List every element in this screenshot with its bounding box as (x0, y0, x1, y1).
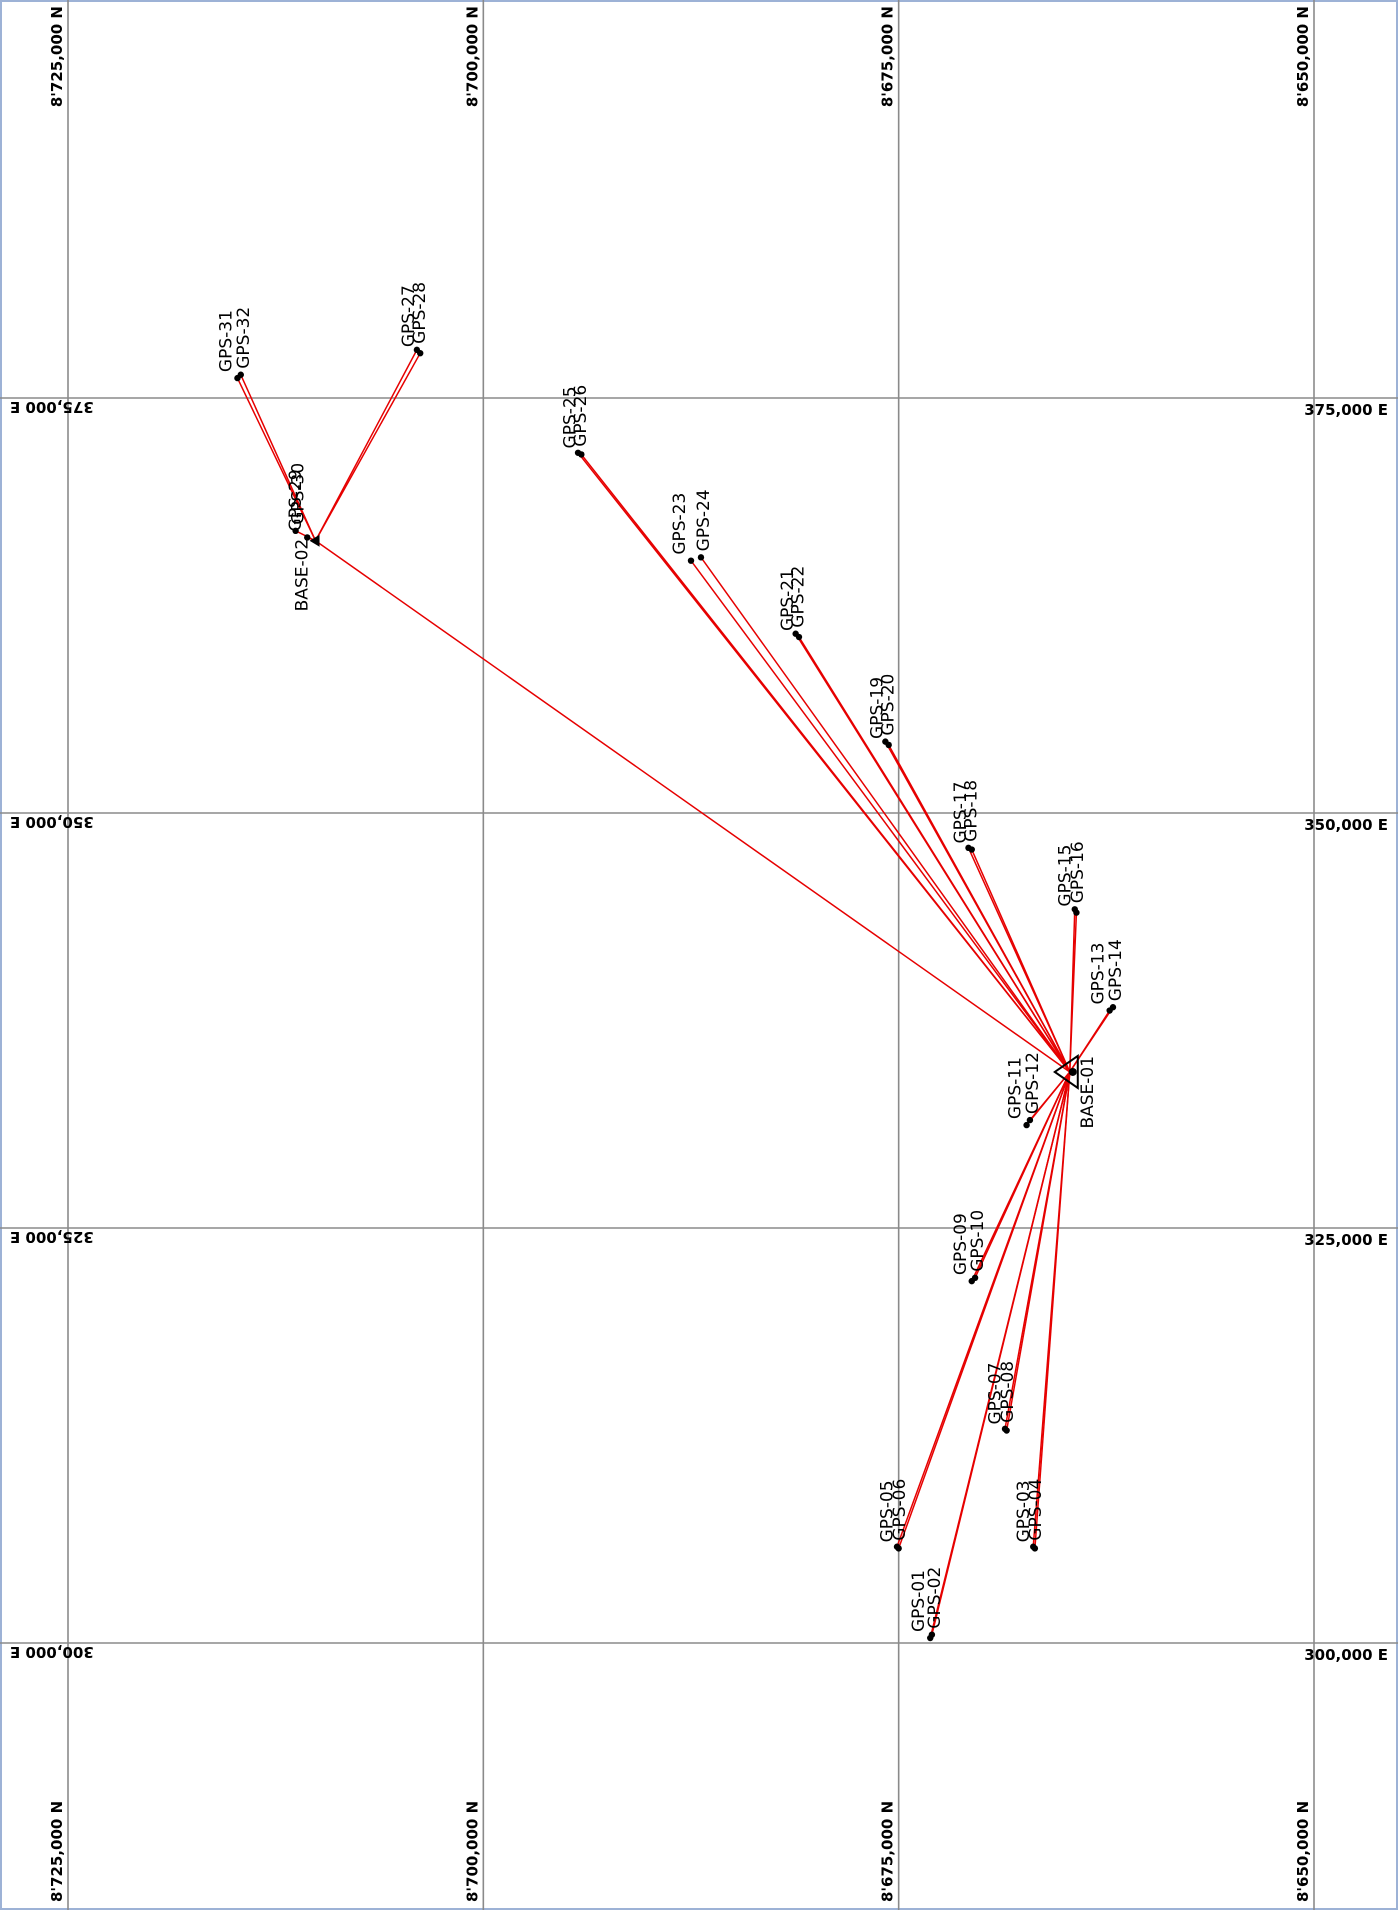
gps-point-label: GPS-16 (1068, 841, 1088, 903)
baseline-layer (236, 349, 1114, 1639)
gps-baseline (967, 847, 1071, 1073)
gps-point-marker (697, 554, 705, 561)
base-station-label: BASE-02 (293, 539, 313, 612)
gps-baseline (240, 374, 317, 542)
gps-point-marker (1023, 1121, 1030, 1129)
base-station-marker (309, 534, 320, 547)
gps-point-label: GPS-11 (1006, 1057, 1026, 1119)
gps-baseline (1029, 1071, 1071, 1121)
easting-label-right: 375,000 E (1304, 401, 1388, 419)
gps-point-label: GPS-21 (778, 569, 798, 631)
gps-baseline (315, 540, 1071, 1073)
gps-point-label: GPS-01 (909, 1570, 929, 1632)
gps-point-marker (965, 844, 972, 852)
gps-baseline (577, 452, 1071, 1073)
gps-baseline (314, 349, 418, 542)
gps-baseline (931, 1071, 1071, 1635)
gps-point-label: GPS-12 (1023, 1052, 1043, 1114)
gps-point-label: GPS-09 (951, 1213, 971, 1275)
gps-point-label: GPS-06 (890, 1479, 910, 1541)
gps-baseline (974, 1071, 1071, 1279)
base-station-label: BASE-01 (1078, 1056, 1098, 1129)
gps-point-marker (792, 630, 799, 637)
gps-point-label: GPS-05 (878, 1480, 898, 1542)
gps-baseline (1032, 1071, 1071, 1547)
gps-point-marker (304, 534, 311, 541)
gps-point-label: GPS-10 (968, 1210, 988, 1272)
gps-point-label: GPS-24 (694, 489, 714, 551)
northing-label-bottom: 8'725,000 N (48, 1801, 66, 1902)
gps-baseline (884, 741, 1071, 1073)
gps-point-label: GPS-14 (1106, 939, 1126, 1001)
gps-point-label: GPS-23 (670, 493, 690, 555)
gps-point-marker (292, 527, 299, 534)
gps-point-label: GPS-04 (1026, 1479, 1046, 1541)
gps-point-label: GPS-02 (925, 1567, 945, 1629)
base-station-marker (1068, 1067, 1077, 1076)
base-station-triangle (1053, 1054, 1079, 1090)
easting-label-left: 300,000 E (10, 1643, 94, 1661)
gps-point-marker (893, 1543, 901, 1550)
gps-baseline (690, 560, 1071, 1073)
gps-point-marker (1026, 1116, 1034, 1124)
gps-baseline (1069, 909, 1076, 1072)
gps-point-marker (574, 449, 582, 456)
easting-label-left: 350,000 E (10, 813, 94, 831)
easting-label-right: 350,000 E (1304, 816, 1388, 834)
gps-point-label: GPS-28 (410, 282, 430, 344)
northing-label-bottom: 8'700,000 N (463, 1801, 481, 1902)
gps-point-marker (413, 346, 421, 354)
northing-label-top: 8'675,000 N (879, 6, 897, 107)
point-layer (234, 346, 1117, 1642)
gps-point-marker (1001, 1425, 1009, 1433)
northing-label-top: 8'650,000 N (1294, 6, 1312, 107)
northing-label-top: 8'700,000 N (463, 6, 481, 107)
gps-point-label: GPS-25 (560, 386, 580, 448)
gps-point-marker (1071, 906, 1078, 913)
gps-baseline (795, 633, 1071, 1073)
gps-point-marker (1109, 1004, 1117, 1011)
gps-point-label: GPS-27 (399, 285, 419, 347)
gps-point-label: GPS-07 (986, 1363, 1006, 1425)
easting-label-left: 375,000 E (10, 398, 94, 416)
gps-point-marker (928, 1631, 936, 1638)
easting-label-right: 300,000 E (1304, 1646, 1388, 1664)
gps-point-label: GPS-31 (216, 310, 236, 372)
northing-label-top: 8'725,000 N (48, 6, 66, 107)
gps-point-label: GPS-30 (289, 463, 309, 525)
easting-label-right: 325,000 E (1304, 1231, 1388, 1249)
gps-point-label: GPS-26 (571, 385, 591, 447)
gps-point-label: GPS-13 (1089, 943, 1109, 1005)
gps-point-label: GPS-19 (868, 677, 888, 739)
gps-point-marker (882, 738, 889, 745)
gps-point-label: GPS-17 (951, 782, 971, 844)
gps-point-label: GPS-20 (878, 674, 898, 736)
gps-point-marker (971, 1274, 979, 1282)
gps-baseline (1004, 1071, 1071, 1429)
gps-point-marker (237, 371, 244, 378)
gps-point-label: GPS-03 (1014, 1480, 1034, 1542)
gps-point-marker (687, 557, 695, 564)
gps-point-marker (1030, 1543, 1037, 1550)
easting-label-left: 325,000 E (10, 1228, 94, 1246)
gps-baseline (896, 1071, 1071, 1547)
gps-point-label: GPS-32 (234, 307, 254, 369)
gps-point-label: GPS-08 (998, 1361, 1018, 1423)
gps-baseline (700, 556, 1071, 1073)
gps-point-label: GPS-18 (961, 780, 981, 842)
northing-label-bottom: 8'675,000 N (879, 1801, 897, 1902)
gps-point-label: GPS-22 (789, 566, 809, 628)
northing-label-bottom: 8'650,000 N (1294, 1801, 1312, 1902)
gps-point-label: GPS-29 (286, 469, 306, 531)
gps-point-label: GPS-15 (1055, 845, 1075, 907)
